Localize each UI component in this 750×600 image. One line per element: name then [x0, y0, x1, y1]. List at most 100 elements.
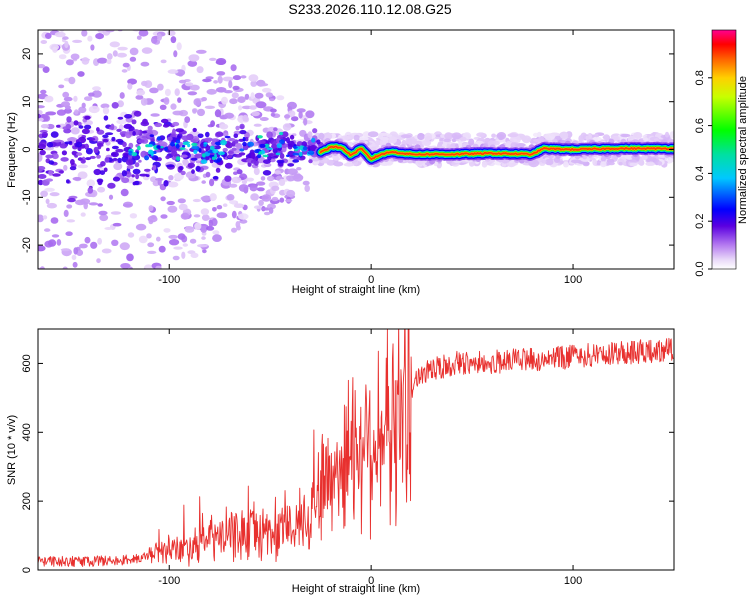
spectrogram-cell	[236, 143, 243, 151]
spectrogram-cell	[62, 126, 68, 130]
spectrogram-cell	[99, 170, 106, 176]
spectrogram-cell	[160, 23, 166, 29]
spectrogram-cell	[201, 97, 208, 102]
spectrogram-cell	[239, 130, 247, 135]
spectrogram-cell	[481, 161, 488, 168]
spectrogram-cell	[156, 145, 161, 149]
spectrogram-cell	[77, 164, 89, 169]
spectrogram-cell	[71, 254, 77, 260]
spectrogram-cell	[39, 149, 46, 156]
colorbar-ticks: 0.0 0.2 0.4 0.6 0.8	[694, 70, 712, 277]
spectrogram-cell	[41, 131, 49, 138]
spectrogram-cell	[121, 170, 127, 177]
spectrogram-cell	[102, 107, 110, 115]
spectrogram-cell	[90, 241, 98, 249]
spectrogram-cell	[541, 159, 547, 164]
spectrogram-cell	[172, 255, 180, 261]
spectrogram-cell	[38, 64, 46, 69]
colorbar: 0.0 0.2 0.4 0.6 0.8 Normalized spectral ampl…	[694, 29, 749, 277]
spectrogram-cell	[236, 169, 243, 175]
spectrogram-cell	[52, 173, 61, 177]
spectrogram-cell	[141, 47, 153, 54]
spectrogram-cell	[96, 258, 101, 264]
spectrogram-cell	[308, 150, 314, 154]
spectrogram-cell	[99, 214, 109, 222]
spectrogram-cell	[217, 75, 223, 84]
spectrogram-cell	[664, 131, 670, 138]
spectrogram-cell	[74, 109, 79, 115]
spectrogram-cell	[115, 148, 124, 153]
spectrogram-cell	[40, 190, 48, 198]
spectrogram-cell	[38, 113, 41, 119]
spectrogram-cell	[256, 187, 265, 192]
spectrogram-cell	[56, 239, 62, 246]
spectrogram-cell	[92, 86, 101, 91]
spectrogram-cell	[102, 134, 109, 139]
spectrogram-cell	[53, 139, 61, 143]
spectrogram-cell	[110, 151, 119, 158]
spectrogram-cell	[168, 175, 174, 181]
spectrogram-cell	[77, 268, 80, 269]
spectrogram-cell	[106, 58, 112, 65]
snr-panel: -100 0 100 0 200 400 600 Height of straight li…	[6, 328, 675, 595]
x-tick-label: -100	[158, 575, 180, 587]
spectrogram-cell	[119, 242, 130, 251]
spectrogram-cell	[136, 89, 146, 96]
spectrogram-cell	[79, 198, 91, 205]
spectrogram-cell	[97, 237, 102, 245]
spectrogram-cell	[105, 132, 114, 136]
spectrogram-cell	[267, 203, 276, 210]
spectrogram-cell	[132, 131, 136, 136]
spectrogram-cell	[203, 143, 207, 147]
spectrogram-cell	[333, 161, 344, 167]
spectrogram-cell	[142, 118, 148, 125]
chart-title: S233.2026.110.12.08.G25	[288, 1, 451, 17]
spectrogram-cell	[84, 124, 92, 130]
spectrogram-cell	[235, 221, 241, 228]
spectrogram-cell	[188, 54, 200, 62]
spectrogram-cell	[214, 141, 222, 146]
spectrogram-cell	[167, 181, 179, 188]
spectrogram-cell	[112, 222, 122, 227]
spectrogram-cell	[238, 184, 249, 192]
spectrogram-cell	[150, 151, 154, 157]
spectrogram-cell	[292, 146, 298, 149]
spectrogram-cell	[468, 138, 475, 146]
spectrogram-cell	[250, 92, 255, 100]
spectrogram-cell	[112, 176, 121, 182]
spectrogram-cell	[197, 108, 205, 117]
spectrogram-cell	[204, 137, 213, 142]
spectrogram-cell	[76, 152, 83, 156]
spectrogram-cell	[400, 134, 412, 139]
spectrogram-cell	[180, 212, 190, 220]
spectrogram-cell	[458, 139, 463, 148]
spectrogram-cell	[248, 74, 259, 82]
spectrogram-cell	[141, 130, 148, 134]
spectrogram-cell	[195, 49, 207, 54]
spectrogram-cell	[212, 230, 220, 235]
spectrogram-cell	[225, 142, 233, 149]
spectrogram-cell	[222, 76, 234, 82]
spectrogram-cell	[51, 153, 59, 160]
spectrogram-cell	[589, 157, 596, 161]
spectrogram-cell	[166, 200, 175, 206]
spectrogram-cell	[108, 126, 115, 130]
spectrogram-cell	[191, 169, 195, 174]
spectrogram-cell	[100, 161, 106, 167]
spectrogram-cell	[231, 227, 237, 233]
spectrogram-cell	[73, 120, 79, 126]
spectrogram-cell	[127, 232, 135, 238]
spectrogram-cell	[87, 35, 93, 42]
spectrogram-cell	[237, 117, 242, 121]
spectrogram-cell	[558, 160, 565, 164]
spectrogram-cell	[312, 128, 318, 134]
spectrogram-cell	[276, 143, 282, 149]
spectrogram-cell	[88, 105, 100, 114]
spectrogram-cell	[231, 210, 237, 219]
spectrogram-cell	[49, 192, 60, 197]
spectrogram-cell	[388, 136, 398, 144]
spectrogram-cell	[40, 40, 48, 44]
spectrogram-cell	[250, 80, 258, 87]
spectrogram-cell	[77, 71, 85, 77]
spectrogram-cell	[200, 159, 208, 164]
